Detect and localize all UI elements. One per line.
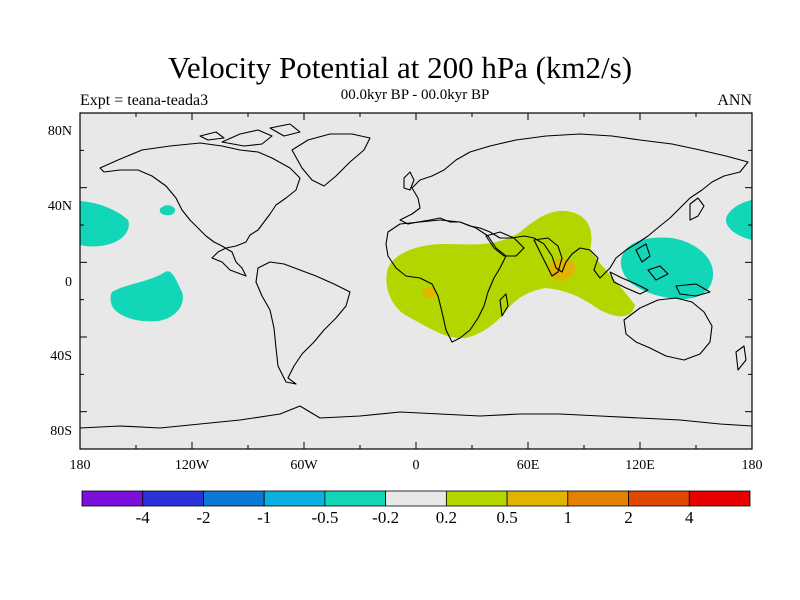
lat-label: 0 — [65, 275, 72, 290]
colorbar-swatch — [142, 490, 204, 507]
coastline-indonesia — [609, 243, 711, 297]
colorbar-label: -4 — [136, 508, 151, 527]
colorbar-label: -2 — [196, 508, 210, 527]
colorbar-swatch — [688, 490, 751, 507]
coastline-north-america — [99, 142, 301, 277]
latitude-labels: 80N 40N 0 40S 80S — [48, 124, 72, 439]
colorbar-swatch — [506, 490, 569, 507]
positive-anomaly-africa-indian-ocean — [386, 210, 635, 339]
coastline-japan — [689, 197, 705, 221]
coastline-australia — [623, 297, 713, 361]
axis-ticks — [79, 112, 753, 450]
plot-title: Velocity Potential at 200 hPa (km2/s) — [167, 50, 633, 85]
lat-label: 80S — [50, 424, 72, 439]
lon-label: 180 — [742, 458, 763, 473]
anomaly-fields — [80, 200, 752, 339]
lon-label: 60E — [517, 458, 540, 473]
coastline-south-america — [255, 261, 351, 385]
lon-label: 120E — [625, 458, 655, 473]
negative-anomaly-maritime-continent — [620, 237, 714, 300]
coastlines — [79, 123, 753, 429]
colorbar-swatch — [324, 490, 387, 507]
negative-anomaly-north-pacific-west — [80, 201, 129, 247]
colorbar-label: -1 — [257, 508, 271, 527]
colorbar-swatch — [567, 490, 629, 507]
colorbar-label: 0.5 — [496, 508, 517, 527]
orange-core-congo — [422, 286, 436, 298]
colorbar-swatch — [263, 490, 326, 507]
coastline-eurasia — [399, 133, 749, 279]
lon-label: 60W — [290, 458, 318, 473]
colorbar-label: 0.2 — [436, 508, 457, 527]
coastline-madagascar — [499, 293, 509, 317]
season-label: ANN — [717, 92, 752, 109]
coastline-arabia — [485, 231, 525, 257]
colorbar-label: -0.5 — [311, 508, 338, 527]
negative-anomaly-north-pacific-east — [725, 200, 752, 240]
coastline-africa — [385, 219, 507, 343]
lat-label: 80N — [48, 124, 72, 139]
colorbar-swatch — [203, 490, 265, 507]
colorbar-swatch — [81, 490, 144, 507]
lon-label: 180 — [70, 458, 91, 473]
colorbar-label: 1 — [564, 508, 573, 527]
negative-anomaly-small-pacific — [159, 205, 176, 216]
lon-label: 0 — [413, 458, 420, 473]
coastline-uk — [403, 171, 415, 191]
colorbar-label: 2 — [624, 508, 633, 527]
orange-core-india — [548, 258, 576, 281]
colorbar-swatch — [385, 490, 447, 507]
colorbar-swatch — [628, 490, 690, 507]
colorbar-label: -0.2 — [372, 508, 399, 527]
period-label: 00.0kyr BP - 00.0kyr BP — [340, 87, 490, 103]
lat-label: 40N — [48, 199, 72, 214]
colorbar — [81, 490, 751, 507]
coastline-new-zealand — [735, 345, 747, 371]
coastline-antarctica — [79, 405, 753, 429]
coastline-greenland — [291, 133, 371, 187]
colorbar-swatch — [445, 490, 508, 507]
lat-label: 40S — [50, 349, 72, 364]
lon-label: 120W — [175, 458, 210, 473]
colorbar-label: 4 — [685, 508, 694, 527]
coastline-india — [533, 237, 563, 277]
experiment-label: Expt = teana-teada3 — [80, 92, 209, 109]
longitude-labels: 180 120W 60W 0 60E 120E 180 — [70, 458, 763, 473]
negative-anomaly-south-pacific — [110, 271, 183, 322]
colorbar-labels: -4 -2 -1 -0.5 -0.2 0.2 0.5 1 2 4 — [136, 508, 694, 527]
coastline-arctic-islands — [199, 123, 301, 147]
